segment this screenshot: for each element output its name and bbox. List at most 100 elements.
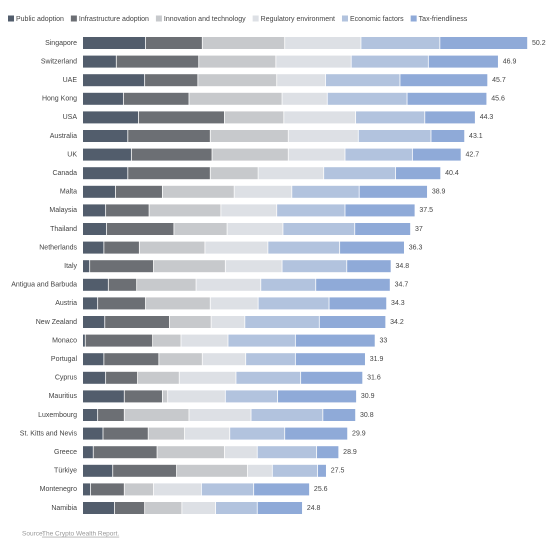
bar-segment	[288, 148, 345, 161]
bar-segment	[258, 297, 329, 310]
bar-segment	[284, 111, 356, 124]
bar-segment	[98, 297, 146, 310]
bar-segment	[202, 37, 285, 49]
bar-segment	[205, 241, 268, 254]
total-label: 40.4	[445, 170, 459, 177]
source-link[interactable]: The Crypto Wealth Report.	[42, 531, 119, 538]
bar-segment	[83, 241, 104, 254]
bar-segment	[412, 148, 461, 161]
bar-segment	[153, 483, 201, 496]
bar-segment	[104, 241, 139, 254]
bar-segment	[123, 92, 189, 105]
legend-swatch	[252, 15, 259, 22]
bar-segment	[201, 483, 254, 496]
bar-segment	[257, 502, 303, 514]
total-label: 45.7	[492, 77, 506, 84]
bar-segment	[83, 334, 85, 347]
y-tick-label: Hong Kong	[42, 96, 77, 103]
bar-segment	[114, 502, 145, 514]
bar-segment	[327, 92, 407, 105]
bar-segment	[323, 409, 356, 421]
bar-segment	[145, 74, 198, 87]
bar-segment	[157, 446, 225, 459]
legend-label: Innovation and technology	[164, 16, 246, 23]
legend-label: Tax-friendliness	[419, 16, 468, 23]
bar-segment	[90, 483, 124, 496]
bar-segment	[83, 297, 98, 310]
bar-segment	[316, 278, 390, 291]
bar-segment	[106, 223, 174, 235]
y-tick-label: Mauritius	[49, 393, 78, 400]
bar-segment	[277, 204, 345, 217]
y-tick-label: St. Kitts and Nevis	[20, 430, 78, 437]
bar-segment	[295, 334, 375, 347]
bar-segment	[169, 316, 211, 328]
bar-segment	[181, 334, 228, 347]
total-label: 37.5	[419, 207, 433, 214]
bar-segment	[83, 278, 108, 291]
bar-segment	[137, 371, 179, 384]
bar-segment	[115, 185, 162, 198]
bar-segment	[128, 167, 210, 180]
bar-segment	[282, 260, 347, 273]
bar-segment	[106, 204, 149, 217]
total-label: 33	[380, 337, 388, 344]
bar-segment	[83, 92, 123, 105]
bar-segment	[189, 92, 282, 105]
bar-segment	[83, 37, 146, 49]
bar-segment	[83, 111, 139, 124]
y-tick-label: Austria	[55, 300, 77, 307]
y-tick-label: UAE	[63, 77, 78, 84]
bar-segment	[258, 167, 324, 180]
bar-segment	[292, 185, 359, 198]
bar-segment	[83, 167, 128, 180]
bar-segment	[182, 502, 216, 514]
total-label: 30.8	[360, 412, 374, 419]
bar-segment	[162, 185, 234, 198]
total-label: 42.7	[466, 151, 480, 158]
bar-segment	[282, 92, 327, 105]
bar-segment	[83, 55, 116, 68]
bar-segment	[340, 241, 404, 254]
total-label: 28.9	[343, 449, 357, 456]
y-tick-label: Montenegro	[40, 486, 77, 493]
y-tick-label: Antigua and Barbuda	[11, 282, 77, 289]
bar-segment	[254, 483, 310, 496]
y-tick-label: Australia	[50, 133, 77, 140]
bar-segment	[113, 464, 177, 477]
bar-segment	[358, 130, 431, 142]
legend-label: Economic factors	[350, 16, 404, 23]
bar-segment	[124, 409, 189, 421]
total-label: 43.1	[469, 133, 483, 140]
bar-segment	[295, 353, 365, 366]
y-tick-label: UK	[67, 151, 77, 158]
bar-segment	[159, 353, 202, 366]
bar-segment	[83, 483, 91, 496]
bar-segment	[83, 316, 105, 328]
bar-segment	[83, 260, 90, 273]
bar-segment	[345, 204, 415, 217]
bar-segment	[395, 167, 441, 180]
bar-segment	[128, 130, 210, 142]
bar-segment	[234, 185, 292, 198]
bar-segment	[198, 74, 277, 87]
bar-segment	[145, 297, 210, 310]
legend-swatch	[8, 15, 14, 22]
bar-segment	[98, 409, 124, 421]
bar-segment	[196, 278, 261, 291]
total-label: 44.3	[480, 114, 494, 121]
y-tick-label: Cyprus	[55, 375, 78, 382]
bar-segment	[210, 167, 258, 180]
bar-segment	[139, 241, 205, 254]
y-tick-label: Thailand	[50, 226, 77, 233]
bar-segment	[124, 390, 162, 403]
bar-segment	[184, 427, 230, 440]
y-tick-label: Türkiye	[54, 468, 77, 475]
bar-segment	[319, 316, 386, 328]
source: Source:	[22, 531, 45, 538]
y-tick-label: Monaco	[52, 337, 77, 344]
bar-segment	[83, 204, 106, 217]
bar-segment	[83, 371, 106, 384]
bar-segment	[145, 502, 182, 514]
bar-segment	[276, 55, 351, 68]
